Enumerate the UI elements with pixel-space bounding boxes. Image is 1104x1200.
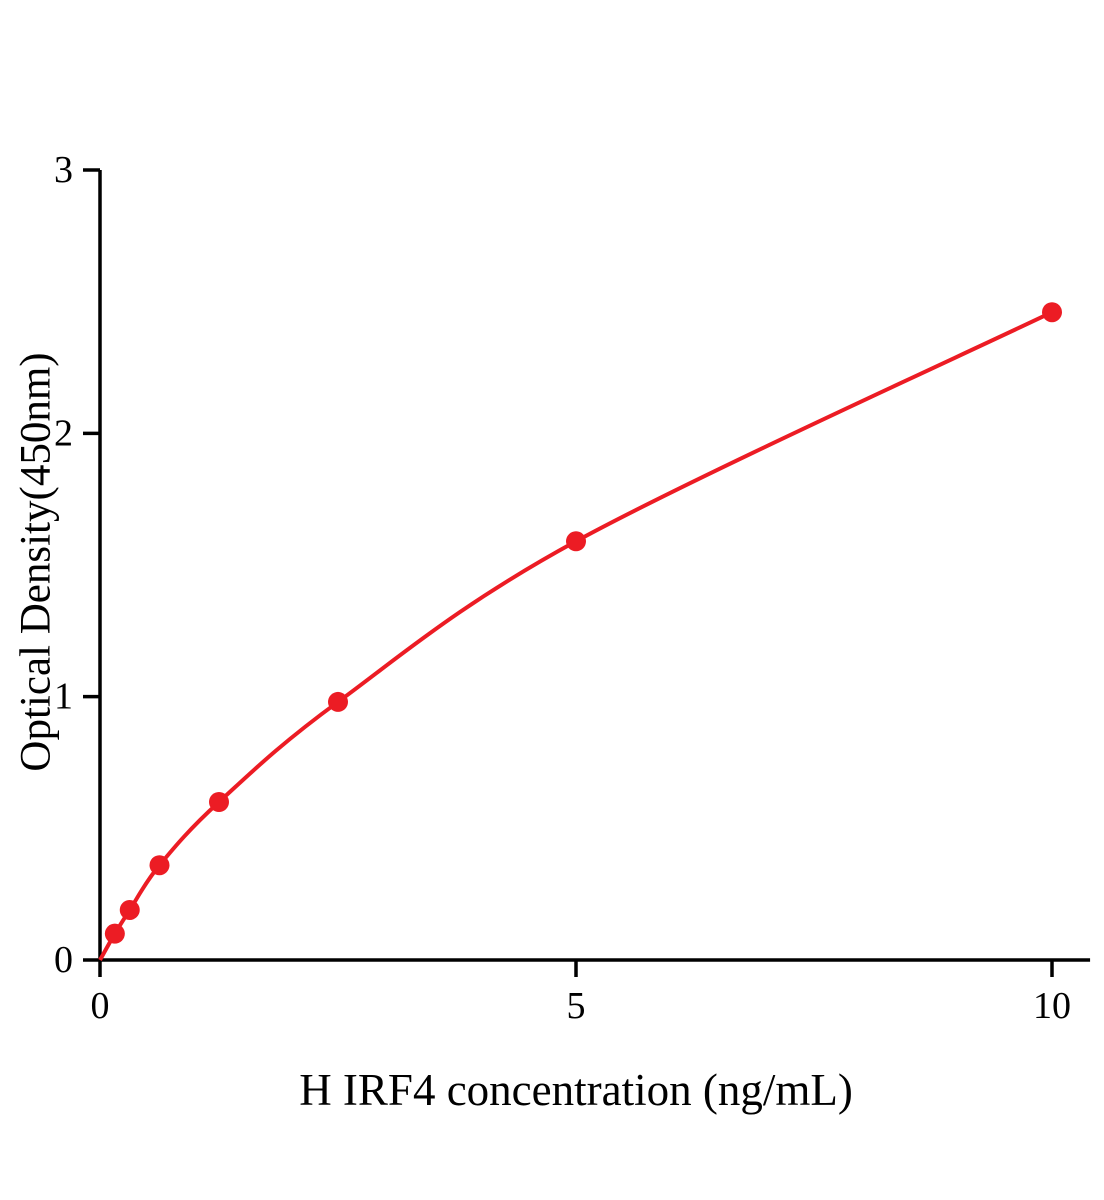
y-tick-label: 0	[54, 939, 73, 981]
y-tick-label: 1	[54, 676, 73, 718]
y-axis-title: Optical Density(450nm)	[12, 352, 60, 772]
x-axis-title: H IRF4 concentration (ng/mL)	[299, 1065, 853, 1115]
data-point-marker	[209, 792, 229, 812]
y-tick-label: 2	[54, 412, 73, 454]
y-tick-label: 3	[54, 149, 73, 191]
x-tick-label: 10	[1033, 985, 1071, 1027]
data-point-marker	[119, 899, 140, 920]
data-point-marker	[1042, 302, 1062, 323]
data-point-marker	[566, 531, 586, 552]
data-point-marker	[104, 923, 125, 944]
data-point-marker	[328, 691, 348, 712]
x-tick-label: 5	[567, 985, 586, 1027]
standard-curve-line	[98, 310, 1053, 961]
data-point-marker	[149, 855, 170, 876]
x-tick-label: 0	[91, 985, 110, 1027]
